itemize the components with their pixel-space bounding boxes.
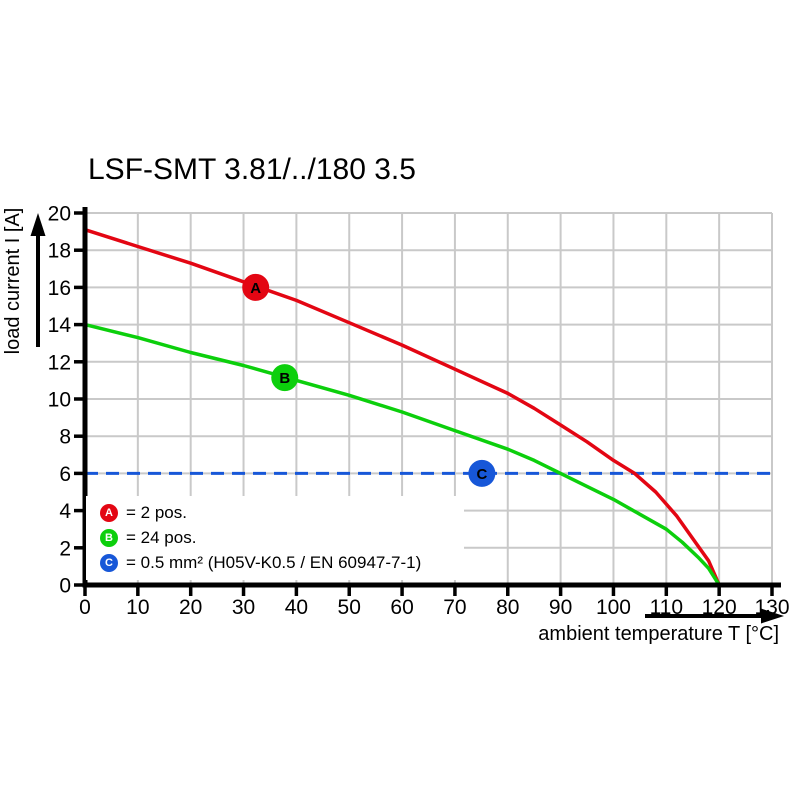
curve-b (83, 322, 721, 587)
x-tick-label: 40 (285, 596, 308, 619)
legend-item-a: A = 2 pos. (100, 503, 452, 522)
x-tick-label: 60 (390, 596, 413, 619)
y-tick-label: 6 (59, 463, 71, 486)
y-tick-label: 0 (59, 575, 71, 598)
legend: A = 2 pos. B = 24 pos. C = 0.5 mm² (H05V… (86, 496, 464, 580)
x-tick-label: 100 (596, 596, 631, 619)
legend-label-a: = 2 pos. (126, 503, 187, 522)
y-tick-label: 14 (48, 314, 72, 337)
x-tick-label: 80 (496, 596, 519, 619)
legend-marker-c-letter: C (105, 557, 113, 569)
point-marker-a-icon (242, 273, 270, 301)
x-tick-label: 30 (232, 596, 255, 619)
x-tick-label: 70 (443, 596, 466, 619)
legend-item-c: C = 0.5 mm² (H05V-K0.5 / EN 60947-7-1) (100, 553, 452, 572)
point-marker-a-letter: A (250, 280, 261, 297)
y-tick-label: 8 (59, 426, 71, 449)
point-marker-c-letter: C (476, 466, 487, 483)
y-tick-label: 10 (48, 389, 71, 412)
y-tick-label: 4 (59, 500, 71, 523)
point-marker-b-letter: B (279, 370, 290, 387)
x-tick-label: 0 (79, 596, 91, 619)
marker-layer: A B C (242, 273, 496, 487)
y-axis-label: load current I [A] (2, 208, 24, 355)
y-axis-arrow-icon (30, 213, 46, 236)
x-tick-label: 90 (549, 596, 572, 619)
x-tick-label: 20 (179, 596, 202, 619)
x-tick-label: 110 (650, 596, 683, 619)
point-marker-b-icon (271, 364, 299, 392)
x-axis-label: ambient temperature T [°C] (538, 623, 779, 645)
x-tick-label: 120 (702, 596, 737, 619)
axis-layer: 0 10 20 30 40 50 60 70 80 90 100 110 120 130024681012… (48, 203, 790, 620)
legend-marker-a-letter: A (105, 507, 113, 519)
legend-marker-b-icon: B (100, 529, 118, 547)
chart-title: LSF-SMT 3.81/../180 3.5 (88, 153, 416, 186)
point-marker-c-icon (468, 459, 496, 487)
legend-marker-a-icon: A (100, 504, 118, 522)
legend-marker-c-icon: C (100, 554, 118, 572)
y-tick-label: 16 (48, 277, 71, 300)
y-tick-label: 2 (59, 537, 71, 560)
legend-marker-b-letter: B (105, 532, 113, 544)
legend-item-b: B = 24 pos. (100, 528, 452, 547)
x-tick-label: 10 (126, 596, 149, 619)
x-axis-arrow-icon (761, 608, 784, 624)
y-tick-label: 12 (48, 351, 71, 374)
legend-label-c: = 0.5 mm² (H05V-K0.5 / EN 60947-7-1) (126, 553, 422, 572)
y-tick-label: 20 (48, 203, 71, 226)
x-tick-label: 50 (338, 596, 361, 619)
y-tick-label: 18 (48, 240, 71, 263)
legend-label-b: = 24 pos. (126, 528, 197, 547)
